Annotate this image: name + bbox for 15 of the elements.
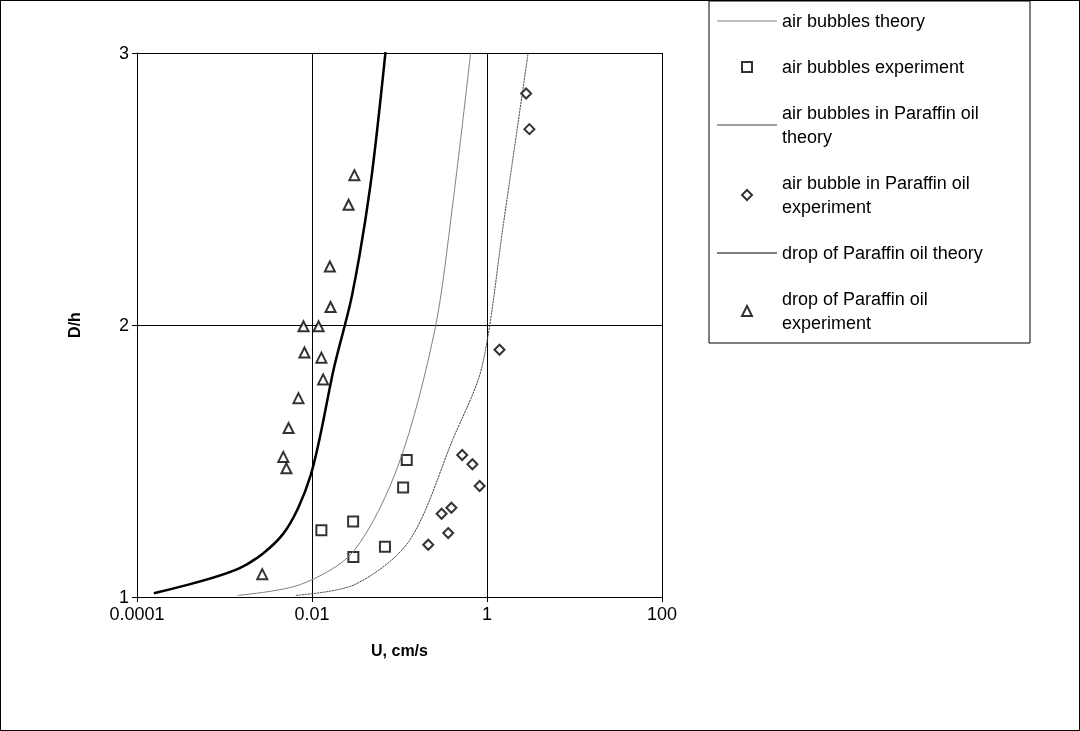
legend-label: air bubble in Paraffin oil experiment <box>782 173 975 217</box>
legend-label: drop of Paraffin oil theory <box>782 243 983 263</box>
x-tick-label: 0.01 <box>294 604 330 624</box>
x-axis-title: U, cm/s <box>371 641 429 659</box>
legend-label: air bubbles experiment <box>782 57 965 77</box>
x-tick-label: 100 <box>646 604 678 624</box>
y-axis-title: D/h <box>65 312 83 338</box>
x-tick-label: 1 <box>481 604 493 624</box>
y-tick-label: 2 <box>118 315 129 335</box>
y-tick-label: 1 <box>118 587 129 607</box>
legend-label: air bubbles in Paraffin oil theory <box>782 103 984 147</box>
y-tick-label: 3 <box>118 43 129 63</box>
x-tick-label: 0.0001 <box>109 604 165 624</box>
legend-label: air bubbles theory <box>782 11 926 31</box>
legend-label: drop of Paraffin oil experiment <box>782 289 933 333</box>
